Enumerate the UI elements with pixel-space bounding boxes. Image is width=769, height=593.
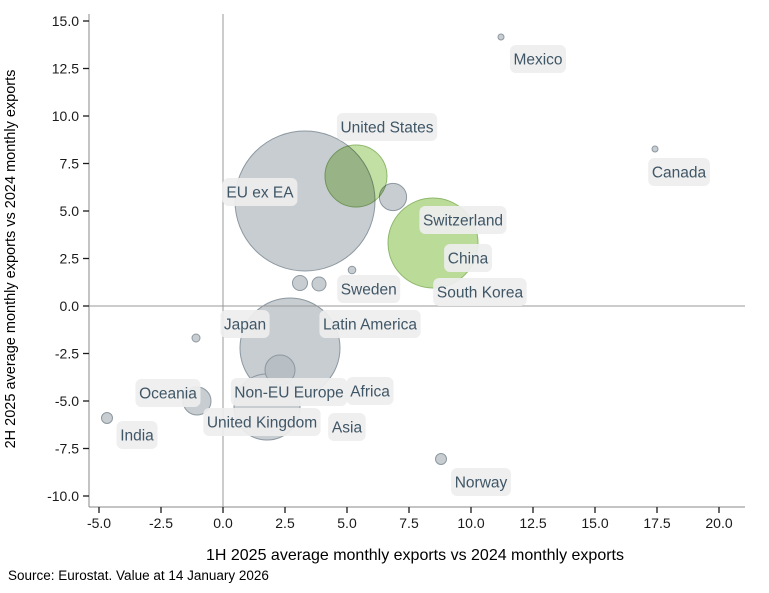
svg-text:-10.0: -10.0	[47, 488, 79, 504]
svg-text:India: India	[120, 428, 154, 445]
svg-text:Norway: Norway	[455, 475, 508, 492]
svg-text:Non-EU Europe: Non-EU Europe	[234, 385, 343, 402]
svg-text:7.5: 7.5	[60, 156, 80, 172]
svg-text:Mexico: Mexico	[513, 52, 562, 69]
svg-text:China: China	[448, 251, 489, 268]
svg-text:10.0: 10.0	[52, 108, 79, 124]
svg-text:7.5: 7.5	[399, 515, 419, 531]
svg-text:Canada: Canada	[652, 165, 707, 182]
svg-text:0.0: 0.0	[213, 515, 233, 531]
svg-text:2H 2025 average monthly export: 2H 2025 average monthly exports vs 2024 …	[3, 70, 19, 449]
svg-text:2.5: 2.5	[275, 515, 295, 531]
svg-text:EU ex EA: EU ex EA	[226, 185, 294, 202]
svg-text:Japan: Japan	[224, 317, 266, 334]
svg-text:-7.5: -7.5	[55, 441, 79, 457]
svg-text:20.0: 20.0	[705, 515, 732, 531]
svg-text:12.5: 12.5	[519, 515, 546, 531]
svg-text:5.0: 5.0	[337, 515, 357, 531]
svg-text:-2.5: -2.5	[55, 346, 79, 362]
svg-text:15.0: 15.0	[581, 515, 608, 531]
svg-text:2.5: 2.5	[60, 251, 80, 267]
svg-text:United States: United States	[340, 120, 433, 137]
svg-text:Asia: Asia	[332, 420, 363, 437]
svg-text:United Kingdom: United Kingdom	[207, 415, 317, 432]
svg-text:15.0: 15.0	[52, 13, 79, 29]
svg-text:10.0: 10.0	[457, 515, 484, 531]
svg-text:Oceania: Oceania	[139, 386, 197, 403]
svg-text:-5.0: -5.0	[87, 515, 111, 531]
svg-text:0.0: 0.0	[60, 298, 80, 314]
svg-text:Latin America: Latin America	[323, 317, 417, 334]
svg-text:1H 2025 average monthly export: 1H 2025 average monthly exports vs 2024 …	[206, 547, 624, 564]
svg-text:Source: Eurostat. Value at 14: Source: Eurostat. Value at 14 January 20…	[8, 568, 269, 583]
svg-text:-5.0: -5.0	[55, 393, 79, 409]
svg-text:12.5: 12.5	[52, 61, 79, 77]
svg-text:Africa: Africa	[350, 384, 390, 401]
svg-text:-2.5: -2.5	[149, 515, 173, 531]
svg-text:5.0: 5.0	[60, 203, 80, 219]
svg-text:Switzerland: Switzerland	[423, 213, 503, 230]
svg-text:17.5: 17.5	[643, 515, 670, 531]
svg-text:Sweden: Sweden	[341, 282, 397, 299]
svg-text:South Korea: South Korea	[437, 285, 524, 302]
